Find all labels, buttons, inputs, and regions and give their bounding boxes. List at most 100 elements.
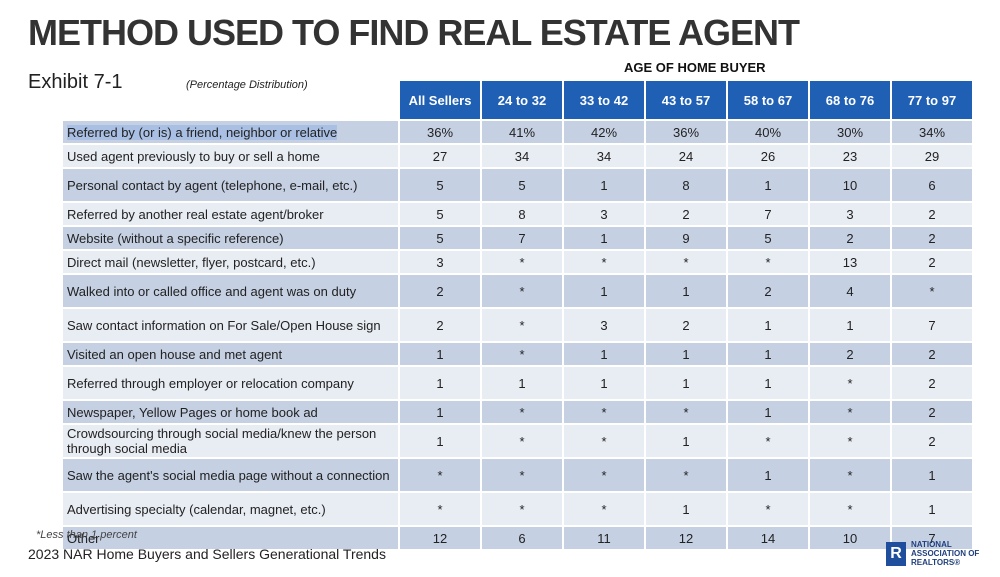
row-label-text: Website (without a specific reference): [67, 230, 284, 246]
table-cell: *: [810, 367, 892, 401]
row-label: Visited an open house and met agent: [63, 343, 400, 367]
table-cell: 1: [728, 401, 810, 425]
table-row: Website (without a specific reference) 5 7…: [63, 227, 974, 251]
table-row: Crowdsourcing through social media/knew …: [63, 425, 974, 459]
table-row: Used agent previously to buy or sell a h…: [63, 145, 974, 169]
table-row: Personal contact by agent (telephone, e-…: [63, 169, 974, 203]
row-label: Advertising specialty (calendar, magnet,…: [63, 493, 400, 527]
table-cell: *: [482, 275, 564, 309]
row-label: Website (without a specific reference): [63, 227, 400, 251]
row-label: Direct mail (newsletter, flyer, postcard…: [63, 251, 400, 275]
row-label: Saw contact information on For Sale/Open…: [63, 309, 400, 343]
table-cell: *: [482, 493, 564, 527]
column-header: 77 to 97: [892, 81, 974, 121]
table-cell: 3: [810, 203, 892, 227]
table-cell: 36%: [400, 121, 482, 145]
table-cell: 2: [892, 227, 974, 251]
table-cell: *: [482, 309, 564, 343]
age-group-header: AGE OF HOME BUYER: [624, 60, 766, 75]
logo-line-2: ASSOCIATION OF: [911, 549, 980, 558]
table-cell: 1: [646, 367, 728, 401]
row-label: Newspaper, Yellow Pages or home book ad: [63, 401, 400, 425]
row-label-text: Direct mail (newsletter, flyer, postcard…: [67, 254, 316, 270]
table-cell: 3: [564, 309, 646, 343]
table-cell: 1: [728, 459, 810, 493]
table-cell: 23: [810, 145, 892, 169]
table-cell: 8: [646, 169, 728, 203]
table-cell: 2: [892, 343, 974, 367]
table-row: Saw the agent's social media page withou…: [63, 459, 974, 493]
table-cell: *: [728, 425, 810, 459]
table-cell: 2: [400, 275, 482, 309]
row-label-text: Walked into or called office and agent w…: [67, 283, 357, 299]
realtor-r-icon: R: [886, 541, 906, 566]
table-cell: 14: [728, 527, 810, 551]
page-title: METHOD USED TO FIND REAL ESTATE AGENT: [28, 12, 800, 53]
table-cell: 2: [810, 227, 892, 251]
table-cell: *: [564, 401, 646, 425]
table-cell: *: [810, 401, 892, 425]
column-header: 58 to 67: [728, 81, 810, 121]
table-cell: 29: [892, 145, 974, 169]
table-cell: 7: [892, 309, 974, 343]
table-cell: 3: [400, 251, 482, 275]
table-cell: *: [400, 493, 482, 527]
row-label-text: Referred by another real estate agent/br…: [67, 206, 324, 222]
row-label: Referred by another real estate agent/br…: [63, 203, 400, 227]
table-cell: 1: [564, 343, 646, 367]
table-cell: *: [646, 401, 728, 425]
table-cell: 1: [728, 367, 810, 401]
row-label: Referred by (or is) a friend, neighbor o…: [63, 121, 400, 145]
data-table: All Sellers 24 to 32 33 to 42 43 to 57 5…: [63, 81, 974, 551]
table-cell: 1: [646, 343, 728, 367]
table-cell: *: [564, 425, 646, 459]
table-cell: 1: [400, 425, 482, 459]
table-cell: 2: [646, 309, 728, 343]
footnote: *Less than 1 percent: [36, 529, 137, 541]
table-cell: 5: [400, 169, 482, 203]
table-cell: 9: [646, 227, 728, 251]
table-cell: 7: [482, 227, 564, 251]
table-cell: 34: [482, 145, 564, 169]
table-cell: 34%: [892, 121, 974, 145]
column-header: 68 to 76: [810, 81, 892, 121]
row-label-text: Visited an open house and met agent: [67, 346, 283, 362]
table-cell: 5: [482, 169, 564, 203]
table-cell: 12: [646, 527, 728, 551]
table-cell: 2: [892, 425, 974, 459]
table-row: Referred by another real estate agent/br…: [63, 203, 974, 227]
table-cell: 12: [400, 527, 482, 551]
table-cell: 5: [400, 203, 482, 227]
source-line: 2023 NAR Home Buyers and Sellers Generat…: [28, 546, 386, 562]
table-cell: 1: [564, 227, 646, 251]
table-cell: 2: [892, 367, 974, 401]
logo-line-1: NATIONAL: [911, 540, 952, 549]
table-cell: 10: [810, 169, 892, 203]
table-row: Other 12 6 11 12 14 10 7: [63, 527, 974, 551]
table-cell: *: [646, 251, 728, 275]
table-cell: 1: [400, 401, 482, 425]
table-cell: *: [810, 459, 892, 493]
table-cell: 6: [892, 169, 974, 203]
table-row: Referred by (or is) a friend, neighbor o…: [63, 121, 974, 145]
table-cell: 1: [400, 343, 482, 367]
table-cell: 2: [892, 251, 974, 275]
row-label-text: Other: [67, 530, 100, 546]
table-cell: 1: [810, 309, 892, 343]
table-cell: *: [482, 251, 564, 275]
table-cell: *: [482, 401, 564, 425]
table-cell: 41%: [482, 121, 564, 145]
row-label-text: Crowdsourcing through social media/knew …: [67, 426, 377, 456]
table-cell: 11: [564, 527, 646, 551]
row-label-text: Advertising specialty (calendar, magnet,…: [67, 501, 326, 517]
table-cell: *: [400, 459, 482, 493]
table-cell: 36%: [646, 121, 728, 145]
table-cell: 5: [400, 227, 482, 251]
row-label-text: Newspaper, Yellow Pages or home book ad: [67, 404, 318, 420]
table-cell: *: [810, 425, 892, 459]
logo-line-3: REALTORS®: [911, 558, 961, 567]
table-cell: 1: [564, 367, 646, 401]
row-label-text: Saw contact information on For Sale/Open…: [67, 317, 381, 333]
table-cell: 1: [892, 493, 974, 527]
table-cell: 27: [400, 145, 482, 169]
